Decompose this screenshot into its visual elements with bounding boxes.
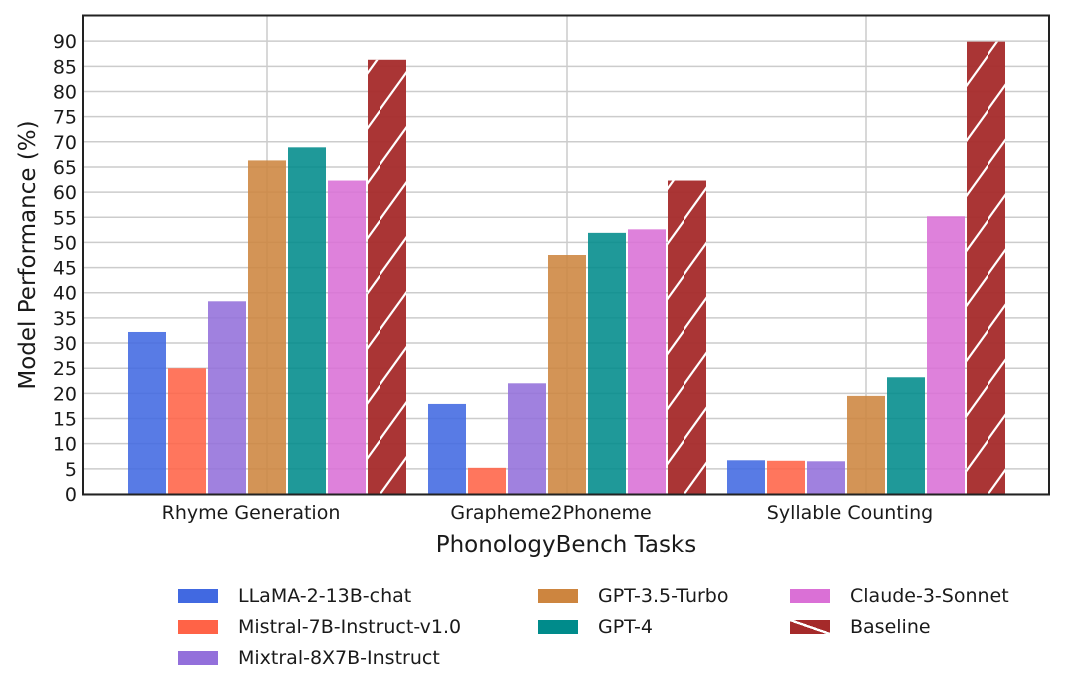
x-tick-labels: Rhyme Generation Grapheme2Phoneme Syllable… xyxy=(162,502,934,524)
legend-label: GPT-4 xyxy=(598,616,653,638)
bar-hatch xyxy=(668,180,706,494)
legend-item: Mistral-7B-Instruct-v1.0 xyxy=(178,614,461,640)
legend-item: Claude-3-Sonnet xyxy=(790,583,1009,609)
y-tick-label: 40 xyxy=(53,283,77,305)
legend-swatch xyxy=(538,620,578,634)
x-tick-label: Grapheme2Phoneme xyxy=(450,502,651,524)
bar-gpt-3-5-turbo xyxy=(548,255,586,494)
bar-gpt-3-5-turbo xyxy=(248,160,286,494)
y-tick-label: 20 xyxy=(53,383,77,405)
y-tick-label: 25 xyxy=(53,358,77,380)
y-tick-label: 85 xyxy=(53,56,77,78)
legend-item: LLaMA-2-13B-chat xyxy=(178,583,411,609)
bar-gpt-4 xyxy=(887,377,925,494)
bar-gpt-4 xyxy=(288,147,326,494)
bar-llama-2-13b-chat xyxy=(128,331,166,494)
bar-hatch xyxy=(967,41,1005,495)
x-tick-label: Rhyme Generation xyxy=(162,502,341,524)
bar-hatch xyxy=(368,59,406,494)
legend: LLaMA-2-13B-chat Mistral-7B-Instruct-v1.0… xyxy=(178,583,1058,683)
bar-mixtral-8x7b-instruct xyxy=(807,461,845,494)
bar-claude-3-sonnet xyxy=(927,216,965,494)
bar-llama-2-13b-chat xyxy=(727,460,765,494)
bar-mistral-7b-instruct-v1-0 xyxy=(468,467,506,494)
bar-mistral-7b-instruct-v1-0 xyxy=(767,460,805,494)
legend-swatch xyxy=(178,589,218,603)
plot-frame xyxy=(82,14,1050,496)
y-tick-label: 65 xyxy=(53,157,77,179)
bar-llama-2-13b-chat xyxy=(428,403,466,494)
legend-item: GPT-3.5-Turbo xyxy=(538,583,729,609)
y-tick-label: 50 xyxy=(53,232,77,254)
y-tick-label: 15 xyxy=(53,409,77,431)
x-tick-label: Syllable Counting xyxy=(767,502,933,524)
legend-swatch xyxy=(790,620,830,634)
y-tick-label: 10 xyxy=(53,434,77,456)
legend-swatch xyxy=(178,620,218,634)
legend-item: Mixtral-8X7B-Instruct xyxy=(178,645,440,671)
legend-label: Mistral-7B-Instruct-v1.0 xyxy=(238,616,462,638)
bar-mixtral-8x7b-instruct xyxy=(208,301,246,494)
legend-label: Claude-3-Sonnet xyxy=(850,585,1009,607)
y-tick-label: 0 xyxy=(65,484,77,506)
bar-claude-3-sonnet xyxy=(628,229,666,495)
legend-label: GPT-3.5-Turbo xyxy=(598,585,729,607)
legend-item: GPT-4 xyxy=(538,614,653,640)
y-tick-label: 45 xyxy=(53,258,77,280)
legend-item: Baseline xyxy=(790,614,931,640)
y-tick-label: 60 xyxy=(53,182,77,204)
legend-swatch xyxy=(178,651,218,665)
legend-swatch xyxy=(538,589,578,603)
x-axis-label: PhonologyBench Tasks xyxy=(436,532,697,558)
y-tick-label: 30 xyxy=(53,333,77,355)
y-axis-label: Model Performance (%) xyxy=(15,120,41,389)
y-tick-label: 70 xyxy=(53,132,77,154)
y-tick-label: 90 xyxy=(53,31,77,53)
legend-label: Baseline xyxy=(850,616,931,638)
y-tick-label: 75 xyxy=(53,107,77,129)
legend-label: LLaMA-2-13B-chat xyxy=(238,585,412,607)
y-tick-label: 5 xyxy=(65,459,77,481)
bars xyxy=(128,41,1005,495)
bar-mixtral-8x7b-instruct xyxy=(508,383,546,494)
y-tick-label: 80 xyxy=(53,81,77,103)
bar-mistral-7b-instruct-v1-0 xyxy=(168,368,206,494)
bar-chart: 0 5 10 15 20 25 30 35 40 45 50 55 60 65 70 75 80 85 90 Rhy… xyxy=(15,14,1050,558)
bar-gpt-4 xyxy=(588,232,626,494)
y-tick-label: 55 xyxy=(53,207,77,229)
legend-label: Mixtral-8X7B-Instruct xyxy=(238,647,440,669)
bar-claude-3-sonnet xyxy=(328,180,366,494)
bar-gpt-3-5-turbo xyxy=(847,395,885,494)
legend-swatch xyxy=(790,589,830,603)
y-tick-label: 35 xyxy=(53,308,77,330)
y-tick-labels: 0 5 10 15 20 25 30 35 40 45 50 55 60 65 70 75 80 85 90 xyxy=(53,31,77,506)
